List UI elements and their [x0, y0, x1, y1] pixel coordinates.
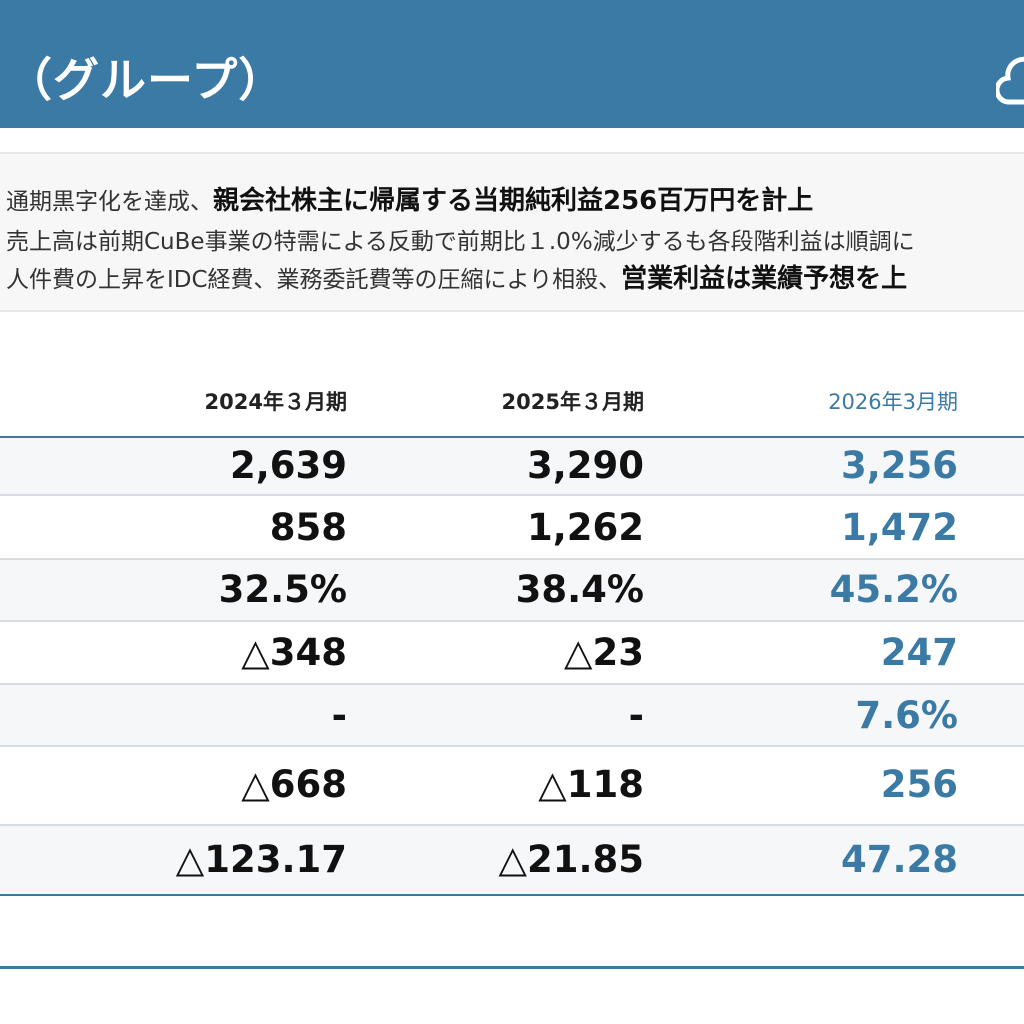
- column-header-fy2024: 2024年３月期: [204, 390, 347, 414]
- summary-line-1-emphasis: 親会社株主に帰属する当期純利益256百万円を計上: [213, 186, 814, 216]
- table-cell: 1,262: [526, 506, 644, 549]
- column-header-fy2025: 2025年３月期: [501, 390, 644, 414]
- bottom-rule: [0, 966, 1024, 969]
- table-row: △123.17 △21.85 47.28: [0, 826, 1024, 896]
- page-title: （グループ）: [6, 53, 286, 107]
- table-cell: -: [628, 694, 644, 737]
- column-header-fy2026: 2026年3月期: [828, 390, 958, 414]
- table-cell: 1,472: [840, 506, 958, 549]
- table-cell: 45.2%: [829, 568, 958, 611]
- table-cell: 858: [269, 506, 347, 549]
- table-cell: △123.17: [175, 838, 347, 881]
- table-cell: △348: [241, 631, 347, 674]
- table-row: 2,639 3,290 3,256: [0, 438, 1024, 496]
- table-cell: 256: [880, 763, 958, 806]
- table-cell: △668: [241, 763, 347, 806]
- table-cell: 2,639: [229, 444, 347, 487]
- summary-line-2: 売上高は前期CuBe事業の特需による反動で前期比１.0%減少するも各段階利益は順…: [6, 222, 915, 256]
- table-cell: -: [331, 694, 347, 737]
- table-cell: △21.85: [498, 838, 645, 881]
- header-bar: （グループ）: [0, 0, 1024, 128]
- cloud-icon: [996, 56, 1024, 105]
- summary-line-1: 通期黒字化を達成、親会社株主に帰属する当期純利益256百万円を計上: [6, 180, 813, 217]
- table-cell: 38.4%: [515, 568, 644, 611]
- table-cell: 47.28: [840, 838, 958, 881]
- table-cell: 3,290: [526, 444, 644, 487]
- summary-line-1-text: 通期黒字化を達成、: [6, 189, 213, 215]
- table-cell: 32.5%: [218, 568, 347, 611]
- table-row: - - 7.6%: [0, 685, 1024, 747]
- table-cell: 247: [880, 631, 958, 674]
- table-row: △668 △118 256: [0, 747, 1024, 826]
- table-top-rule: [0, 436, 1024, 438]
- table-cell: 7.6%: [855, 694, 958, 737]
- table-row: △348 △23 247: [0, 622, 1024, 685]
- summary-line-3-emphasis: 営業利益は業績予想を上: [621, 264, 908, 294]
- table-cell: 3,256: [840, 444, 958, 487]
- summary-line-3-text: 人件費の上昇をIDC経費、業務委託費等の圧縮により相殺、: [6, 267, 622, 293]
- summary-box: 通期黒字化を達成、親会社株主に帰属する当期純利益256百万円を計上 売上高は前期…: [0, 152, 1024, 312]
- table-row: 32.5% 38.4% 45.2%: [0, 560, 1024, 622]
- summary-line-2-text: 売上高は前期CuBe事業の特需による反動で前期比１.0%減少するも各段階利益は順…: [6, 229, 915, 255]
- summary-line-3: 人件費の上昇をIDC経費、業務委託費等の圧縮により相殺、営業利益は業績予想を上: [6, 258, 907, 295]
- table-cell: △118: [538, 763, 644, 806]
- table-row: 858 1,262 1,472: [0, 496, 1024, 560]
- table-cell: △23: [564, 631, 644, 674]
